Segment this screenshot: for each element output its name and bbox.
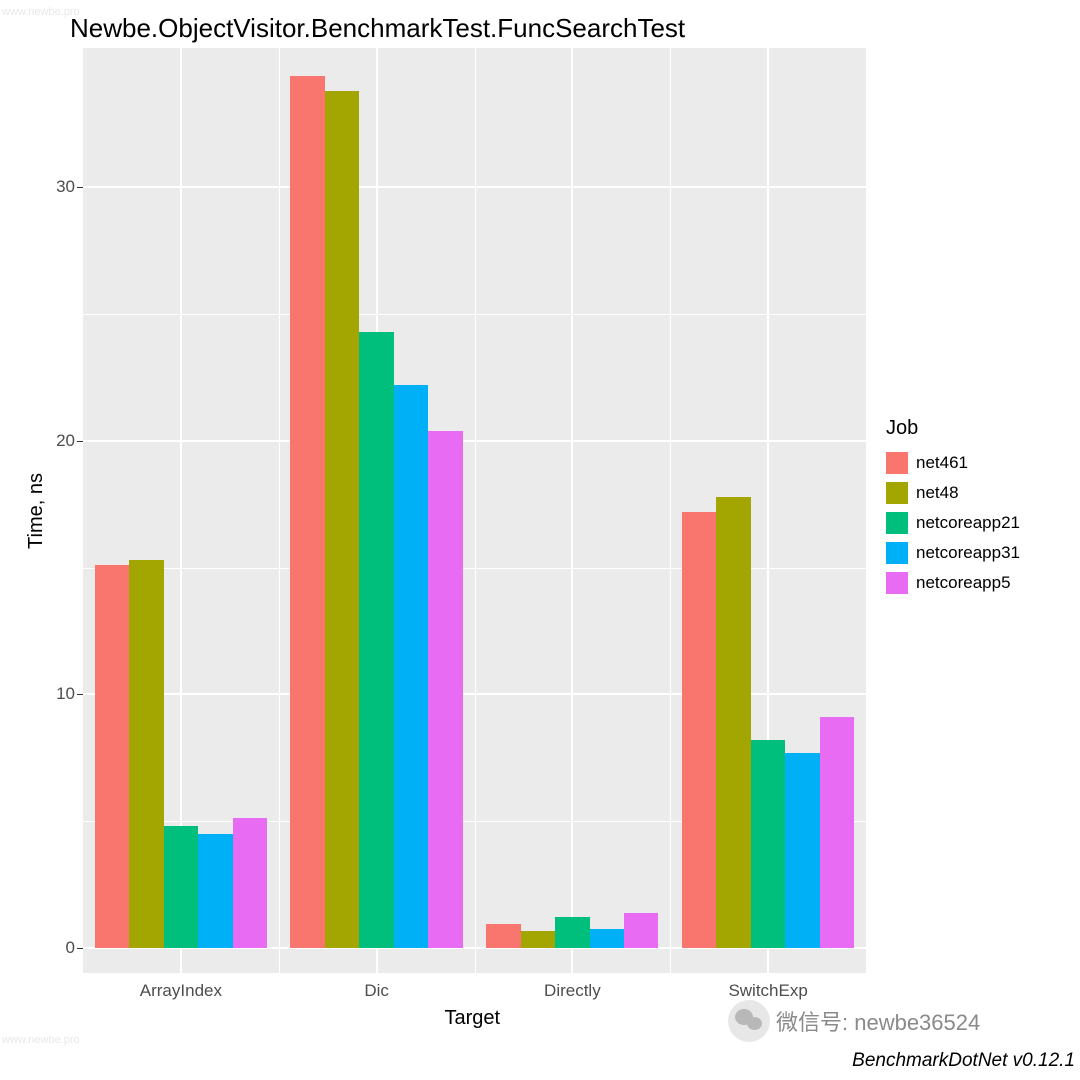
legend-label: netcoreapp21 — [916, 513, 1020, 533]
legend-title: Job — [886, 417, 1020, 440]
bar — [394, 385, 428, 948]
wechat-attribution: 微信号: newbe36524 — [728, 1000, 980, 1042]
legend: Job net461 net48 netcoreapp21 netcoreapp31 n… — [886, 417, 1020, 600]
bar — [325, 91, 359, 948]
bar — [428, 431, 462, 948]
watermark-bottom: www.newbe.pro — [2, 1034, 80, 1046]
bar — [716, 497, 750, 948]
legend-label: netcoreapp31 — [916, 543, 1020, 563]
bar — [359, 332, 393, 948]
watermark-top: www.newbe.pro — [2, 6, 80, 18]
y-tick-label: 30 — [45, 177, 75, 197]
wechat-icon — [728, 1000, 770, 1042]
bar — [164, 826, 198, 948]
legend-label: net461 — [916, 453, 968, 473]
bar — [820, 717, 854, 948]
chart-title: Newbe.ObjectVisitor.BenchmarkTest.FuncSe… — [70, 13, 685, 44]
footer-version: BenchmarkDotNet v0.12.1 — [852, 1050, 1075, 1072]
legend-item: netcoreapp5 — [886, 570, 1020, 596]
bar — [785, 753, 819, 948]
x-tick-label: Directly — [544, 981, 601, 1001]
bar — [95, 565, 129, 948]
y-tick-mark — [77, 694, 83, 695]
legend-swatch — [886, 572, 908, 594]
legend-swatch — [886, 482, 908, 504]
bar — [486, 924, 520, 948]
bar — [624, 913, 658, 947]
y-tick-label: 0 — [45, 938, 75, 958]
legend-swatch — [886, 452, 908, 474]
gridline-vertical — [571, 48, 573, 973]
bar — [233, 818, 267, 947]
bar — [129, 560, 163, 948]
bar — [682, 512, 716, 948]
x-axis-title: Target — [445, 1007, 501, 1030]
legend-item: netcoreapp21 — [886, 510, 1020, 536]
x-tick-label: ArrayIndex — [140, 981, 222, 1001]
bar — [290, 76, 324, 948]
y-tick-mark — [77, 187, 83, 188]
x-tick-label: SwitchExp — [728, 981, 807, 1001]
legend-label: net48 — [916, 483, 959, 503]
y-axis-title: Time, ns — [25, 473, 48, 549]
legend-item: net48 — [886, 480, 1020, 506]
y-tick-mark — [77, 948, 83, 949]
legend-item: netcoreapp31 — [886, 540, 1020, 566]
bar — [555, 917, 589, 947]
bar — [590, 929, 624, 948]
legend-item: net461 — [886, 450, 1020, 476]
x-tick-label: Dic — [364, 981, 389, 1001]
legend-label: netcoreapp5 — [916, 573, 1011, 593]
plot-area — [83, 48, 866, 973]
y-tick-mark — [77, 441, 83, 442]
bar — [198, 834, 232, 948]
legend-swatch — [886, 542, 908, 564]
legend-swatch — [886, 512, 908, 534]
gridline-vertical-minor — [279, 48, 280, 973]
y-tick-label: 10 — [45, 684, 75, 704]
gridline-vertical-minor — [475, 48, 476, 973]
bar — [751, 740, 785, 948]
y-tick-label: 20 — [45, 431, 75, 451]
gridline-vertical-minor — [670, 48, 671, 973]
bar — [521, 931, 555, 947]
wechat-text: 微信号: newbe36524 — [776, 1005, 980, 1037]
